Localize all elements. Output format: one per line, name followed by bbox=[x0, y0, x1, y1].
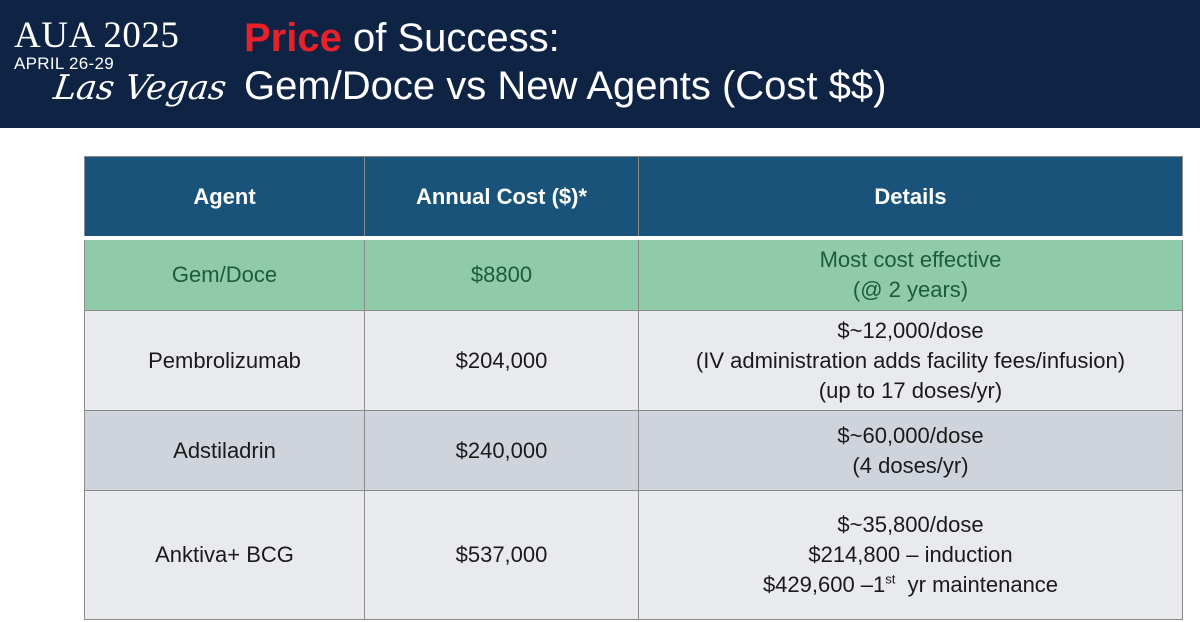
details-line: $~35,800/dose bbox=[837, 512, 984, 537]
column-header-annual-cost: Annual Cost ($)* bbox=[364, 156, 639, 240]
agent-cell: Adstiladrin bbox=[84, 410, 365, 491]
title-rest: of Success: bbox=[341, 16, 560, 60]
details-cell: Most cost effective (@ 2 years) bbox=[638, 237, 1183, 311]
maintenance-label: yr maintenance bbox=[895, 572, 1059, 597]
slide-header: AUA 2025 APRIL 26-29 Las Vegas Price of … bbox=[0, 0, 1200, 128]
cost-cell: $204,000 bbox=[364, 310, 639, 411]
title-line-1: Price of Success: bbox=[244, 14, 886, 62]
details-cell: $~12,000/dose (IV administration adds fa… bbox=[638, 310, 1183, 411]
table-row-gem-doce: Gem/Doce $8800 Most cost effective (@ 2 … bbox=[84, 237, 1183, 311]
logo-dates: APRIL 26-29 bbox=[14, 54, 115, 73]
slide-title: Price of Success: Gem/Doce vs New Agents… bbox=[244, 14, 886, 110]
details-line: (up to 17 doses/yr) bbox=[818, 377, 1003, 403]
agent-cell: Gem/Doce bbox=[84, 237, 365, 311]
cost-table: Agent Annual Cost ($)* Details Gem/Doce … bbox=[84, 156, 1183, 620]
maintenance-amount: $429,600 –1 bbox=[762, 572, 886, 597]
logo-main-text: AUA 2025 bbox=[14, 15, 180, 56]
details-line: $214,800 – induction bbox=[808, 542, 1013, 567]
table-row-adstiladrin: Adstiladrin $240,000 $~60,000/dose (4 do… bbox=[84, 410, 1183, 491]
cost-cell: $537,000 bbox=[364, 490, 639, 620]
cost-cell: $240,000 bbox=[364, 410, 639, 491]
logo-city: Las Vegas bbox=[51, 68, 229, 108]
table-row-anktiva-bcg: Anktiva+ BCG $537,000 $~35,800/dose $214… bbox=[84, 490, 1183, 620]
details-cell: $~60,000/dose (4 doses/yr) bbox=[638, 410, 1183, 491]
details-line: (4 doses/yr) bbox=[852, 452, 969, 478]
details-line: $~12,000/dose bbox=[837, 317, 984, 343]
aua-2025-logo: AUA 2025 APRIL 26-29 Las Vegas bbox=[14, 12, 229, 112]
details-line: (@ 2 years) bbox=[852, 277, 969, 302]
cost-cell: $8800 bbox=[364, 237, 639, 311]
title-accent: Price bbox=[244, 16, 342, 60]
column-header-agent: Agent bbox=[84, 156, 365, 240]
details-line: $~60,000/dose bbox=[837, 422, 984, 448]
column-header-details: Details bbox=[638, 156, 1183, 240]
table-header-row: Agent Annual Cost ($)* Details bbox=[84, 156, 1183, 240]
details-cell: $~35,800/dose $214,800 – induction $429,… bbox=[638, 490, 1183, 620]
table-row-pembrolizumab: Pembrolizumab $204,000 $~12,000/dose (IV… bbox=[84, 310, 1183, 411]
details-line-maintenance: $429,600 –1st yr maintenance bbox=[645, 570, 1176, 600]
agent-cell: Pembrolizumab bbox=[84, 310, 365, 411]
details-line: Most cost effective bbox=[819, 247, 1002, 272]
title-line-2: Gem/Doce vs New Agents (Cost $$) bbox=[244, 64, 887, 108]
agent-cell: Anktiva+ BCG bbox=[84, 490, 365, 620]
details-line: (IV administration adds facility fees/in… bbox=[695, 347, 1126, 373]
ordinal-suffix: st bbox=[885, 571, 896, 587]
